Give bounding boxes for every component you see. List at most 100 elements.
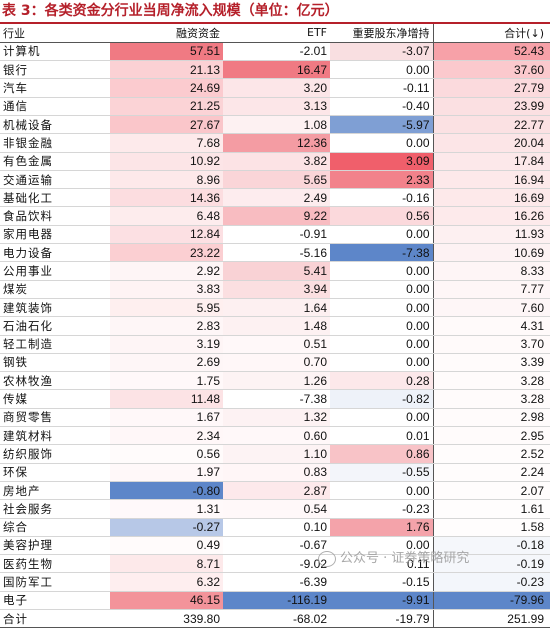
industry-cell: 石油石化	[0, 316, 110, 336]
industry-cell: 房地产	[0, 481, 110, 501]
table-row: 美容护理 0.49 -0.67 0.00 -0.18	[0, 536, 550, 556]
industry-cell: 机械设备	[0, 115, 110, 135]
table-row: 电力设备 23.22 -5.16 -7.38 10.69	[0, 243, 550, 263]
industry-cell: 非银金融	[0, 133, 110, 153]
total-cell: 1.58	[432, 518, 550, 537]
holder-cell: 3.09	[330, 152, 433, 171]
industry-cell: 基础化工	[0, 188, 110, 208]
table-row: 非银金融 7.68 12.36 0.00 20.04	[0, 133, 550, 153]
etf-cell: -0.67	[223, 536, 330, 556]
industry-cell: 电力设备	[0, 243, 110, 263]
table-row: 建筑装饰 5.95 1.64 0.00 7.60	[0, 298, 550, 318]
table-row: 环保 1.97 0.83 -0.55 2.24	[0, 463, 550, 482]
etf-cell: 3.20	[223, 78, 330, 98]
margin-cell: 27.67	[110, 115, 223, 135]
industry-cell: 美容护理	[0, 536, 110, 556]
holder-cell: -0.40	[330, 97, 433, 116]
etf-cell: -6.39	[223, 572, 330, 592]
table-row: 煤炭 3.83 3.94 0.00 7.77	[0, 280, 550, 299]
holder-cell: 0.28	[330, 371, 433, 391]
industry-cell: 电子	[0, 591, 110, 611]
table-row: 有色金属 10.92 3.82 3.09 17.84	[0, 152, 550, 171]
total-etf: -68.02	[223, 608, 330, 628]
table-row: 公用事业 2.92 5.41 0.00 8.33	[0, 261, 550, 281]
total-cell: 1.61	[432, 499, 550, 519]
etf-cell: 0.51	[223, 335, 330, 354]
total-cell: 37.60	[432, 60, 550, 80]
total-cell: 2.24	[432, 463, 550, 482]
etf-cell: 1.10	[223, 444, 330, 464]
total-cell: 8.33	[432, 261, 550, 281]
table-row: 交通运输 8.96 5.65 2.33 16.94	[0, 170, 550, 190]
etf-cell: 5.41	[223, 261, 330, 281]
industry-cell: 社会服务	[0, 499, 110, 519]
total-label: 合计	[0, 608, 110, 628]
holder-cell: 0.00	[330, 353, 433, 373]
etf-cell: 12.36	[223, 133, 330, 153]
margin-cell: 2.83	[110, 316, 223, 336]
margin-cell: 7.68	[110, 133, 223, 153]
industry-cell: 有色金属	[0, 152, 110, 171]
total-cell: 7.77	[432, 280, 550, 299]
industry-cell: 商贸零售	[0, 408, 110, 428]
header-etf: ETF	[223, 24, 330, 43]
total-cell: 16.26	[432, 206, 550, 226]
etf-cell: -7.38	[223, 389, 330, 409]
industry-cell: 环保	[0, 463, 110, 482]
title-underline	[0, 22, 550, 24]
margin-cell: 1.97	[110, 463, 223, 482]
industry-cell: 煤炭	[0, 280, 110, 299]
total-cell: 7.60	[432, 298, 550, 318]
etf-cell: -116.19	[223, 591, 330, 611]
industry-cell: 纺织服饰	[0, 444, 110, 464]
holder-cell: -5.97	[330, 115, 433, 135]
etf-cell: 1.26	[223, 371, 330, 391]
total-cell: 3.28	[432, 371, 550, 391]
margin-cell: 0.49	[110, 536, 223, 556]
etf-cell: -5.16	[223, 243, 330, 263]
table-row: 通信 21.25 3.13 -0.40 23.99	[0, 97, 550, 116]
industry-cell: 公用事业	[0, 261, 110, 281]
table-row: 建筑材料 2.34 0.60 0.01 2.95	[0, 426, 550, 446]
holder-cell: 0.00	[330, 335, 433, 354]
industry-cell: 传媒	[0, 389, 110, 409]
etf-cell: 0.60	[223, 426, 330, 446]
table-row: 商贸零售 1.67 1.32 0.00 2.98	[0, 408, 550, 428]
margin-cell: 8.96	[110, 170, 223, 190]
margin-cell: -0.27	[110, 518, 223, 537]
industry-cell: 综合	[0, 518, 110, 537]
etf-cell: 0.10	[223, 518, 330, 537]
table-row: 计算机 57.51 -2.01 -3.07 52.43	[0, 42, 550, 62]
table-row: 汽车 24.69 3.20 -0.11 27.79	[0, 78, 550, 98]
industry-cell: 计算机	[0, 42, 110, 62]
margin-cell: 1.75	[110, 371, 223, 391]
total-row: 合计 339.80 -68.02 -19.79 251.99	[0, 608, 550, 628]
table-row: 石油石化 2.83 1.48 0.00 4.31	[0, 316, 550, 336]
industry-cell: 轻工制造	[0, 335, 110, 354]
etf-cell: 1.64	[223, 298, 330, 318]
margin-cell: 24.69	[110, 78, 223, 98]
etf-cell: 16.47	[223, 60, 330, 80]
etf-cell: 0.70	[223, 353, 330, 373]
margin-cell: 8.71	[110, 554, 223, 574]
total-cell: 4.31	[432, 316, 550, 336]
holder-cell: -9.91	[330, 591, 433, 611]
holder-cell: 0.00	[330, 133, 433, 153]
total-total: 251.99	[432, 608, 550, 628]
holder-cell: -0.15	[330, 572, 433, 592]
table-row: 房地产 -0.80 2.87 0.00 2.07	[0, 481, 550, 501]
table-row: 传媒 11.48 -7.38 -0.82 3.28	[0, 389, 550, 409]
industry-cell: 食品饮料	[0, 206, 110, 226]
holder-cell: -0.23	[330, 499, 433, 519]
table-row: 家用电器 12.84 -0.91 0.00 11.93	[0, 225, 550, 245]
margin-cell: 2.92	[110, 261, 223, 281]
etf-cell: 2.49	[223, 188, 330, 208]
etf-cell: 1.48	[223, 316, 330, 336]
total-cell: -0.19	[432, 554, 550, 574]
total-cell: 2.95	[432, 426, 550, 446]
total-cell: -0.23	[432, 572, 550, 592]
etf-cell: 9.22	[223, 206, 330, 226]
total-cell: 17.84	[432, 152, 550, 171]
margin-cell: 6.32	[110, 572, 223, 592]
holder-cell: 1.76	[330, 518, 433, 537]
